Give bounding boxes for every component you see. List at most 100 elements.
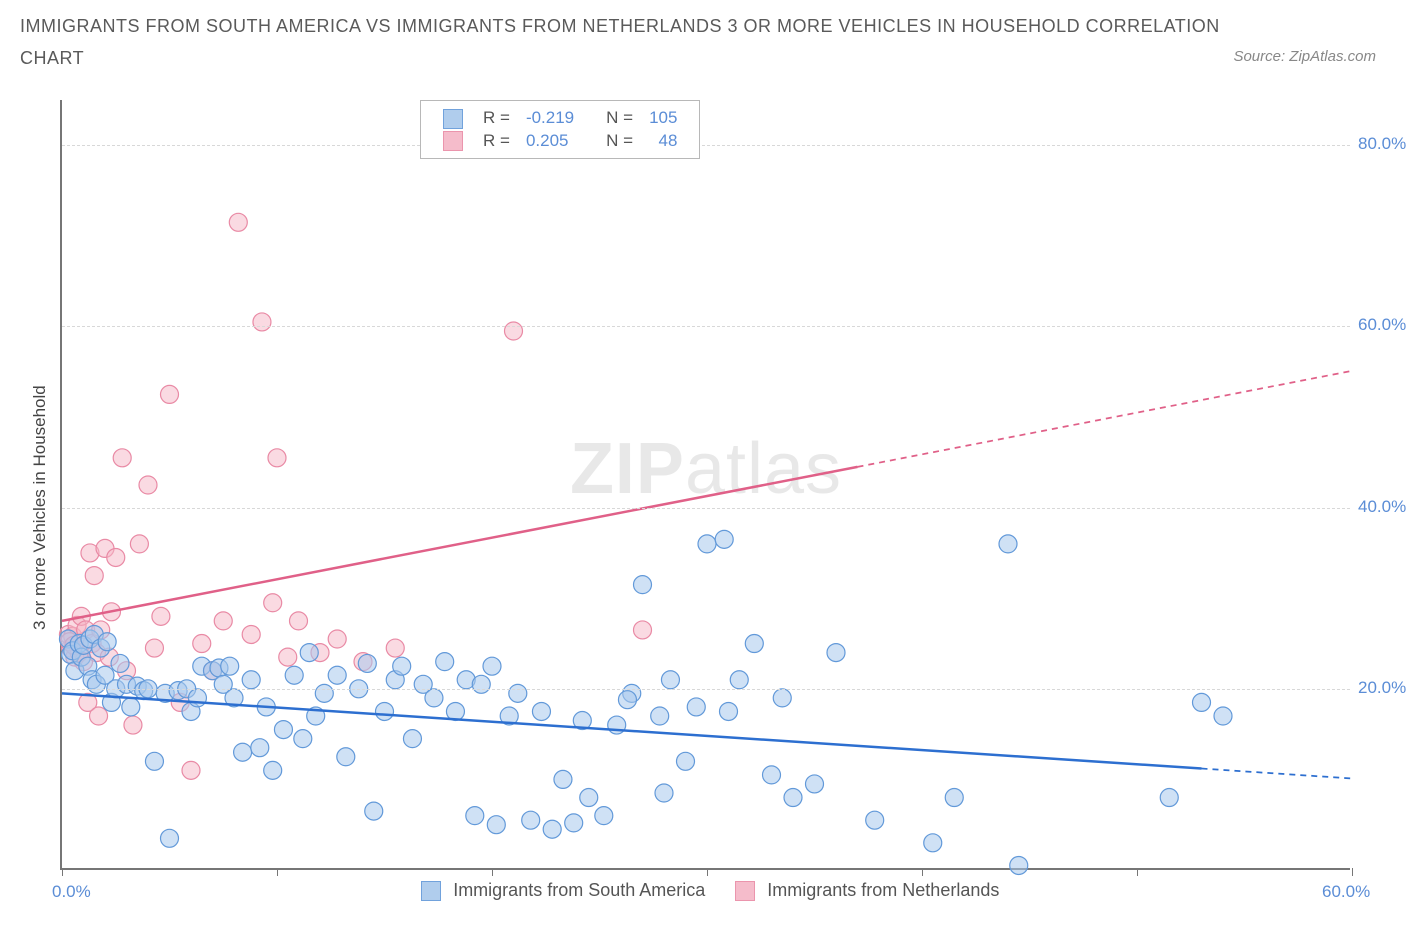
point-pink: [193, 635, 211, 653]
point-blue: [554, 770, 572, 788]
point-blue: [677, 752, 695, 770]
x-tick: [492, 868, 493, 876]
regression-extrapolation-pink: [858, 371, 1353, 467]
point-pink: [253, 313, 271, 331]
value-n-blue: 105: [641, 107, 685, 130]
label-n-blue: N =: [598, 107, 641, 130]
point-blue: [145, 752, 163, 770]
stats-legend: R = -0.219 N = 105 R = 0.205 N = 48: [420, 100, 700, 159]
point-blue: [251, 739, 269, 757]
point-blue: [98, 633, 116, 651]
y-tick-label: 20.0%: [1358, 678, 1406, 698]
x-tick: [277, 868, 278, 876]
swatch-blue-bottom: [421, 881, 441, 901]
point-blue: [773, 689, 791, 707]
gridline: [62, 508, 1350, 509]
point-pink: [145, 639, 163, 657]
x-tick: [1137, 868, 1138, 876]
point-pink: [264, 594, 282, 612]
regression-line-pink: [62, 467, 858, 621]
point-pink: [90, 707, 108, 725]
point-blue: [300, 644, 318, 662]
gridline: [62, 689, 1350, 690]
point-blue: [715, 530, 733, 548]
gridline: [62, 326, 1350, 327]
point-blue: [999, 535, 1017, 553]
swatch-blue: [443, 109, 463, 129]
point-blue: [188, 689, 206, 707]
chart-title-line1: IMMIGRANTS FROM SOUTH AMERICA VS IMMIGRA…: [20, 16, 1220, 37]
point-pink: [113, 449, 131, 467]
value-r-blue: -0.219: [518, 107, 582, 130]
x-tick: [922, 868, 923, 876]
point-blue: [376, 702, 394, 720]
point-blue: [730, 671, 748, 689]
point-blue: [393, 657, 411, 675]
x-tick-label: 60.0%: [1322, 882, 1370, 902]
point-pink: [268, 449, 286, 467]
point-blue: [365, 802, 383, 820]
point-blue: [522, 811, 540, 829]
point-blue: [806, 775, 824, 793]
point-pink: [161, 385, 179, 403]
label-r-pink: R =: [475, 130, 518, 153]
point-blue: [1193, 693, 1211, 711]
regression-extrapolation-blue: [1202, 769, 1353, 779]
legend-item-pink: Immigrants from Netherlands: [735, 880, 999, 901]
series-legend: Immigrants from South America Immigrants…: [421, 880, 999, 901]
point-blue: [651, 707, 669, 725]
y-tick-label: 60.0%: [1358, 315, 1406, 335]
point-blue: [122, 698, 140, 716]
legend-label-blue: Immigrants from South America: [453, 880, 705, 901]
point-blue: [543, 820, 561, 838]
value-r-pink: 0.205: [518, 130, 582, 153]
point-pink: [139, 476, 157, 494]
x-tick: [707, 868, 708, 876]
stats-table: R = -0.219 N = 105 R = 0.205 N = 48: [435, 107, 685, 152]
y-tick-label: 80.0%: [1358, 134, 1406, 154]
point-blue: [661, 671, 679, 689]
point-blue: [274, 721, 292, 739]
value-n-pink: 48: [641, 130, 685, 153]
chart-container: IMMIGRANTS FROM SOUTH AMERICA VS IMMIGRA…: [0, 0, 1406, 930]
svg-layer: [62, 100, 1352, 870]
point-blue: [1214, 707, 1232, 725]
point-blue: [580, 789, 598, 807]
point-pink: [214, 612, 232, 630]
point-blue: [655, 784, 673, 802]
point-blue: [945, 789, 963, 807]
point-blue: [720, 702, 738, 720]
point-pink: [290, 612, 308, 630]
chart-title-line2: CHART: [20, 48, 84, 69]
point-pink: [634, 621, 652, 639]
point-blue: [264, 761, 282, 779]
point-blue: [1160, 789, 1178, 807]
y-axis-title: 3 or more Vehicles in Household: [30, 385, 50, 630]
point-blue: [161, 829, 179, 847]
x-tick: [1352, 868, 1353, 876]
x-tick: [62, 868, 63, 876]
point-blue: [483, 657, 501, 675]
point-pink: [107, 548, 125, 566]
point-blue: [618, 691, 636, 709]
legend-item-blue: Immigrants from South America: [421, 880, 705, 901]
point-blue: [472, 675, 490, 693]
gridline: [62, 145, 1350, 146]
x-tick-label: 0.0%: [52, 882, 91, 902]
point-pink: [242, 625, 260, 643]
point-blue: [509, 684, 527, 702]
swatch-pink: [443, 131, 463, 151]
label-r-blue: R =: [475, 107, 518, 130]
point-blue: [745, 635, 763, 653]
point-blue: [242, 671, 260, 689]
point-blue: [698, 535, 716, 553]
source-attribution: Source: ZipAtlas.com: [1233, 48, 1376, 65]
legend-label-pink: Immigrants from Netherlands: [767, 880, 999, 901]
point-blue: [487, 816, 505, 834]
point-blue: [924, 834, 942, 852]
point-pink: [328, 630, 346, 648]
point-blue: [784, 789, 802, 807]
point-blue: [1010, 856, 1028, 874]
point-blue: [221, 657, 239, 675]
point-blue: [285, 666, 303, 684]
